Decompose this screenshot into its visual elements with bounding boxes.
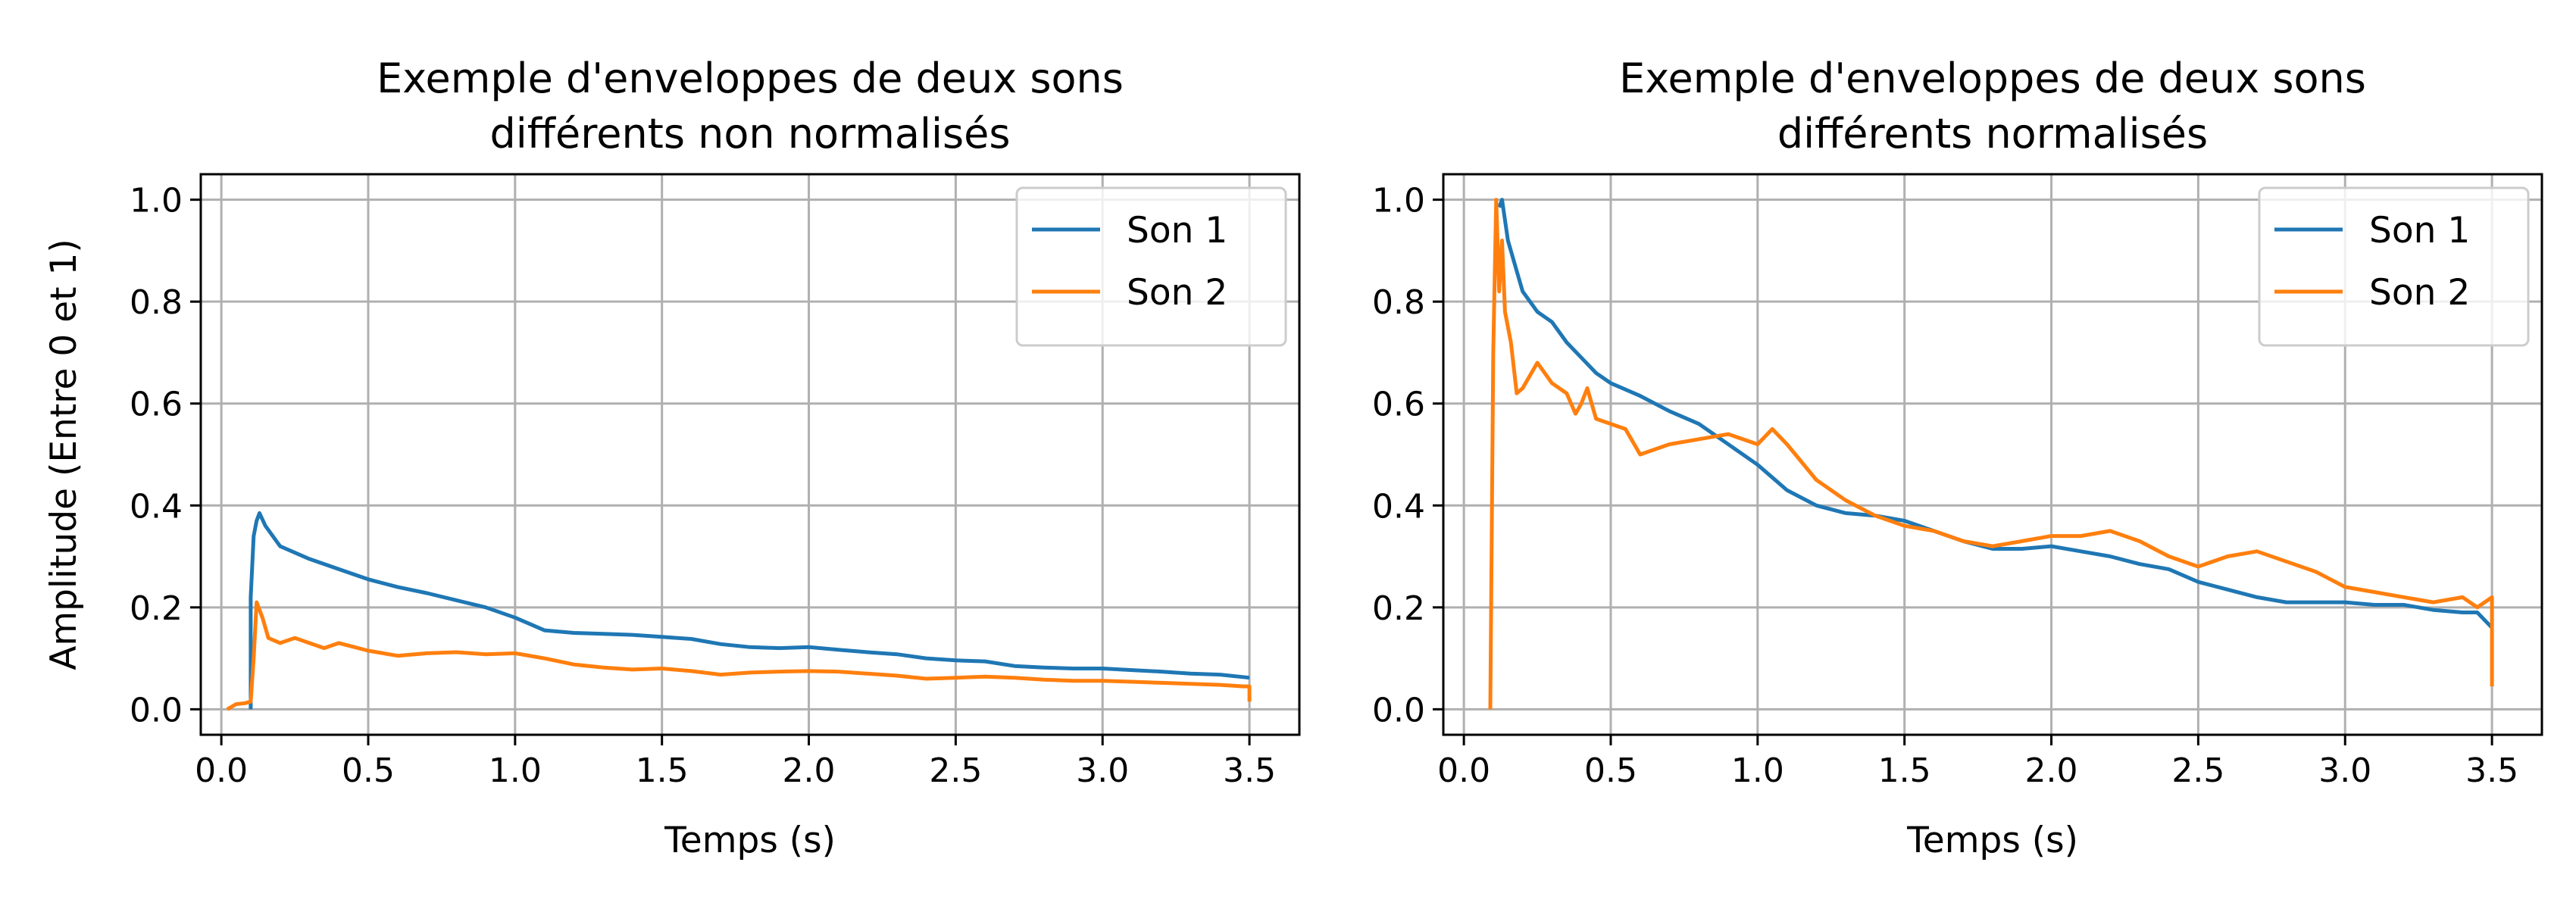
chart-title: Exemple d'enveloppes de deux sons [1619, 55, 2366, 102]
x-tick-label: 2.0 [783, 751, 836, 790]
chart-title: Exemple d'enveloppes de deux sons [377, 55, 1124, 102]
x-tick-label: 3.0 [2318, 751, 2371, 790]
series-line-1 [1497, 198, 2493, 629]
x-tick-label: 3.5 [1223, 751, 1276, 790]
series-line-2 [226, 600, 1252, 711]
y-tick-label: 0.8 [130, 283, 183, 322]
y-tick-label: 0.0 [1372, 691, 1425, 729]
chart-subtitle: différents non normalisés [490, 110, 1011, 158]
x-axis-label: Temps (s) [664, 820, 836, 861]
x-axis-label: Temps (s) [1906, 820, 2078, 861]
x-tick-label: 0.5 [342, 751, 395, 790]
legend-label-2: Son 2 [2369, 272, 2470, 314]
x-tick-label: 3.5 [2465, 751, 2518, 790]
legend-label-1: Son 1 [2369, 210, 2470, 251]
x-tick-label: 2.5 [929, 751, 982, 790]
y-tick-label: 0.6 [130, 386, 183, 424]
legend-label-1: Son 1 [1127, 210, 1227, 251]
series-line-1 [249, 511, 1250, 710]
legend-label-2: Son 2 [1127, 272, 1227, 314]
x-tick-label: 0.0 [195, 751, 248, 790]
legend-box [1015, 186, 1287, 347]
y-tick-label: 0.4 [1372, 487, 1425, 526]
chart-panel-non-normalized: 0.0 0.5 1.0 1.5 2.0 2.5 3.0 3.5 0.0 0.2 0.4 0.6 0.8 1… [43, 55, 1301, 861]
x-tick-label: 2.0 [2025, 751, 2078, 790]
y-axis-label: Amplitude (Entre 0 et 1) [43, 239, 85, 670]
y-tick-label: 0.0 [130, 691, 183, 729]
x-tick-label: 2.5 [2171, 751, 2224, 790]
x-tick-label: 0.0 [1437, 751, 1490, 790]
chart-panel-normalized: 0.0 0.5 1.0 1.5 2.0 2.5 3.0 3.5 0.0 0.2 0.4 0.6 0.8 1… [1372, 55, 2543, 861]
legend-box [2258, 186, 2530, 347]
y-tick-label: 1.0 [130, 182, 183, 220]
x-tick-label: 1.0 [489, 751, 542, 790]
y-tick-label: 1.0 [1372, 182, 1425, 220]
plot-frame [1442, 173, 2543, 736]
series-line-2 [1488, 198, 2494, 710]
x-tick-label: 0.5 [1584, 751, 1637, 790]
y-tick-label: 0.2 [1372, 589, 1425, 628]
y-tick-label: 0.4 [130, 487, 183, 526]
x-tick-label: 3.0 [1076, 751, 1129, 790]
chart-subtitle: différents normalisés [1777, 110, 2208, 158]
y-tick-label: 0.6 [1372, 386, 1425, 424]
y-tick-label: 0.2 [130, 589, 183, 628]
x-tick-label: 1.5 [1878, 751, 1931, 790]
legend: Son 1 Son 2 [2258, 186, 2530, 347]
y-tick-label: 0.8 [1372, 283, 1425, 322]
x-tick-label: 1.5 [636, 751, 689, 790]
x-tick-label: 1.0 [1731, 751, 1784, 790]
plot-frame [199, 173, 1301, 736]
legend: Son 1 Son 2 [1015, 186, 1287, 347]
